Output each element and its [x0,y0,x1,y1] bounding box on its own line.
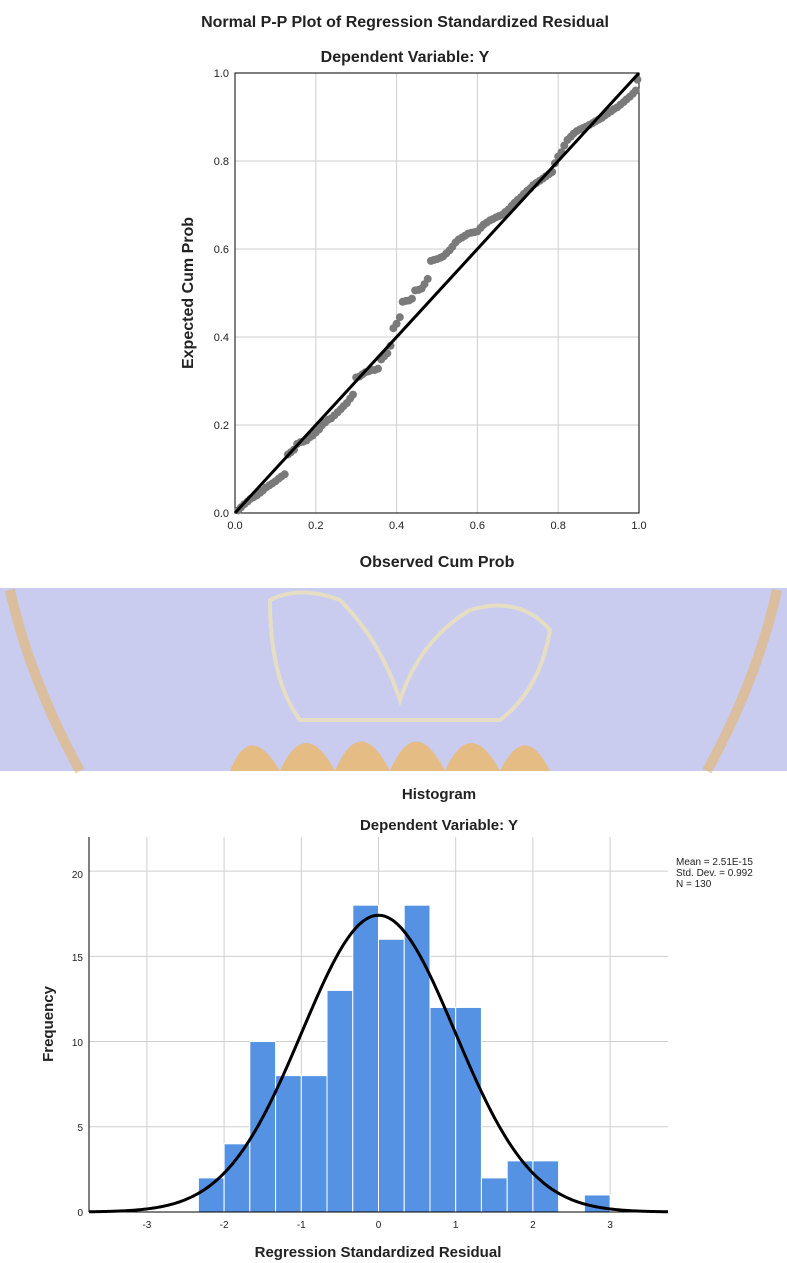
histogram-bar [429,1006,457,1213]
pp-x-tick: 0.6 [470,520,485,532]
pp-y-tick: 1.0 [214,68,229,80]
pp-point [348,390,357,399]
histogram-x-tick: 3 [607,1220,613,1231]
histogram-x-tick: 2 [530,1220,536,1231]
pp-x-axis-title: Observed Cum Prob [360,554,515,571]
pp-point [280,470,289,479]
histogram-plot-area [88,837,669,1214]
histogram-bars [197,904,611,1213]
histogram-x-tick: 1 [453,1220,459,1231]
pp-y-tick: 0.8 [214,156,229,168]
pp-x-tick: 0.4 [389,520,404,532]
watermark-right-arc [702,588,782,774]
pp-x-ticks: 0.0 0.2 0.4 0.6 0.8 1.0 [227,520,646,532]
pp-y-axis-title: Expected Cum Prob [180,217,197,369]
pp-plot-area [233,71,642,515]
histogram-bar [378,938,405,1213]
stats-mean: Mean = 2.51E-15 [676,857,753,868]
pp-y-tick: 0.4 [214,332,229,344]
histogram-x-tick: 0 [376,1220,382,1231]
pp-gridlines [235,73,639,513]
pp-x-tick: 0.2 [308,520,323,532]
pp-plot-frame [234,72,640,514]
pp-y-ticks: 0.0 0.2 0.4 0.6 0.8 1.0 [214,68,229,520]
histogram-bar [300,1075,328,1213]
histogram-bar [403,904,431,1213]
histogram-y-tick: 0 [77,1208,83,1219]
histogram-normal-curve [88,913,669,1214]
histogram-bar [326,989,354,1213]
stats-std-dev: Std. Dev. = 0.992 [676,868,753,879]
pp-x-tick: 0.8 [551,520,566,532]
histogram-subtitle: Dependent Variable: Y [360,817,518,834]
histogram-bar [480,1177,508,1213]
pp-x-tick: 0.0 [227,520,242,532]
pp-x-tick: 1.0 [631,520,646,532]
watermark-left-arc [5,588,85,774]
pp-reference-line [233,71,641,515]
histogram-y-ticks: 0 5 10 15 20 [72,870,84,1219]
histogram: Histogram Dependent Variable: Y -3 -2 -1… [40,786,753,1261]
pp-point [392,319,401,328]
pp-point [407,294,416,303]
pp-point [374,364,383,373]
histogram-y-tick: 20 [72,870,84,881]
pp-y-tick: 0.0 [214,508,229,520]
histogram-stats-legend: Mean = 2.51E-15 Std. Dev. = 0.992 N = 13… [676,857,753,890]
histogram-x-axis-title: Regression Standardized Residual [255,1244,502,1261]
pp-point [423,274,432,283]
histogram-x-ticks: -3 -2 -1 0 1 2 3 [142,1220,613,1231]
watermark-figure [267,590,553,722]
pp-point [631,86,640,95]
pp-plot-title: Normal P-P Plot of Regression Standardiz… [201,14,609,31]
histogram-y-axis-title: Frequency [40,985,57,1062]
pp-plot-subtitle: Dependent Variable: Y [321,49,490,66]
watermark-lotus [230,741,550,771]
histogram-title: Histogram [402,786,476,803]
pp-y-tick: 0.6 [214,244,229,256]
histogram-y-tick: 15 [72,953,84,964]
pp-y-tick: 0.2 [214,420,229,432]
histogram-x-tick: -1 [297,1220,306,1231]
histogram-bar [352,904,379,1213]
histogram-x-tick: -2 [220,1220,229,1231]
pp-point [395,313,404,322]
histogram-bar [249,1041,277,1213]
histogram-bar [275,1075,302,1213]
histogram-y-tick: 10 [72,1038,84,1049]
histogram-bar [455,1006,482,1213]
histogram-x-tick: -3 [142,1220,151,1231]
histogram-bar [223,1143,251,1213]
watermark [0,588,787,774]
stats-n: N = 130 [676,879,712,890]
pp-plot: Normal P-P Plot of Regression Standardiz… [180,14,647,571]
histogram-y-tick: 5 [77,1123,83,1134]
